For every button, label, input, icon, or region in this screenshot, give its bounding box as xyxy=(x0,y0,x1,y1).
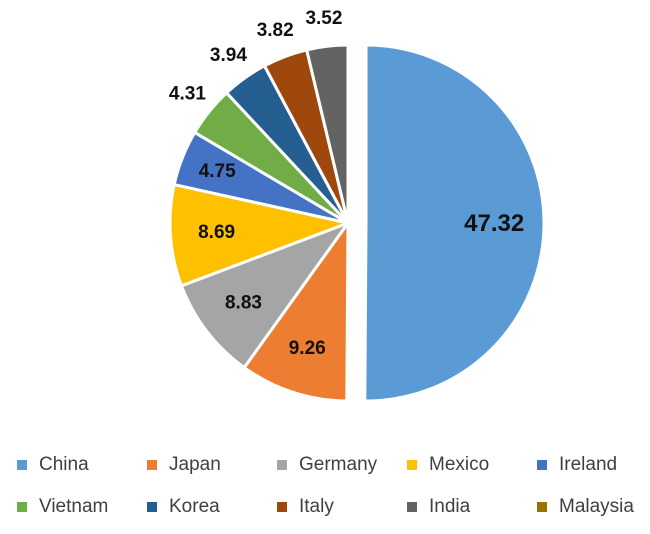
legend-item-india: India xyxy=(390,496,520,518)
pie-chart-plot: 47.32 9.26 8.83 8.69 4.75 4.313.94 3.82 3.52 xyxy=(168,8,546,403)
pie-slice-india xyxy=(305,43,350,225)
legend-label-italy: Italy xyxy=(299,496,334,517)
legend-label-germany: Germany xyxy=(299,454,378,475)
legend-item-ireland: Ireland xyxy=(520,454,650,476)
data-label-ireland: 4.75 xyxy=(199,161,236,182)
legend-swatch-ireland xyxy=(537,460,547,470)
data-label-china: 47.32 xyxy=(464,210,524,237)
data-label-mexico: 8.69 xyxy=(198,222,235,243)
legend-item-china: China xyxy=(0,454,130,476)
legend-swatch-vietnam xyxy=(17,502,27,512)
legend-label-india: India xyxy=(429,496,471,517)
legend-item-vietnam: Vietnam xyxy=(0,496,130,518)
pie-slice-germany xyxy=(179,221,350,370)
data-label-india: 3.52 xyxy=(305,8,342,29)
legend-item-mexico: Mexico xyxy=(390,454,520,476)
data-label-japan: 9.26 xyxy=(289,338,326,359)
pie-slice-china xyxy=(363,43,546,403)
legend-item-germany: Germany xyxy=(260,454,390,476)
legend-label-japan: Japan xyxy=(169,454,221,475)
data-label-germany: 8.83 xyxy=(225,293,262,314)
legend-swatch-china xyxy=(17,460,27,470)
legend-item-italy: Italy xyxy=(260,496,390,518)
legend-label-vietnam: Vietnam xyxy=(39,496,109,517)
legend-swatch-italy xyxy=(277,502,287,512)
legend-swatch-germany xyxy=(277,460,287,470)
data-label-vietnam: 4.31 xyxy=(169,83,206,104)
legend-label-china: China xyxy=(39,454,89,475)
data-label-korea: 3.94 xyxy=(210,45,247,66)
pie-slice-japan xyxy=(242,221,350,403)
legend-swatch-india xyxy=(407,502,417,512)
pie-slice-mexico xyxy=(168,183,350,288)
legend-swatch-mexico xyxy=(407,460,417,470)
legend-swatch-malaysia xyxy=(537,502,547,512)
legend-label-malaysia: Malaysia xyxy=(559,496,634,517)
legend-item-japan: Japan xyxy=(130,454,260,476)
chart-legend: China Japan Germany Mexico Ireland Vietnam Kor… xyxy=(0,454,650,518)
legend-swatch-korea xyxy=(147,502,157,512)
legend-label-ireland: Ireland xyxy=(559,454,618,475)
data-label-italy: 3.82 xyxy=(257,20,294,41)
legend-label-korea: Korea xyxy=(169,496,220,517)
legend-item-korea: Korea xyxy=(130,496,260,518)
legend-swatch-japan xyxy=(147,460,157,470)
legend-item-malaysia: Malaysia xyxy=(520,496,650,518)
legend-label-mexico: Mexico xyxy=(429,454,490,475)
